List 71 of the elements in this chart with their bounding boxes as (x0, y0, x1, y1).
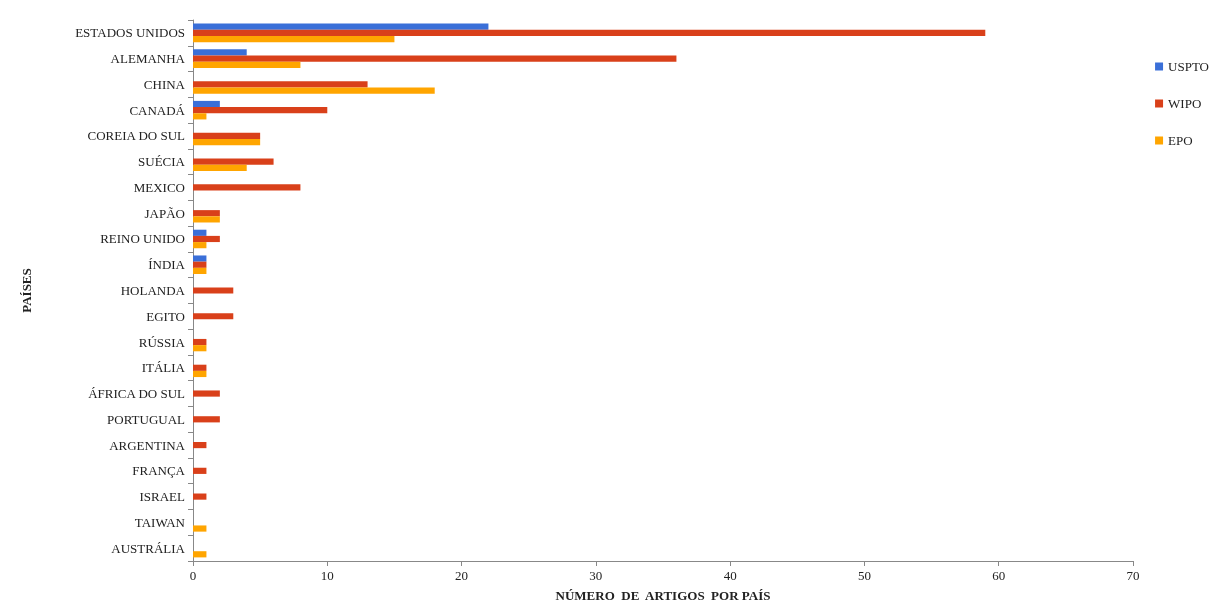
bar (193, 242, 207, 249)
y-tick-label: ALEMANHA (110, 51, 186, 67)
bar (193, 338, 207, 346)
bar (193, 313, 234, 320)
y-tick-label: AUSTRÁLIA (111, 540, 186, 556)
bar (193, 55, 677, 62)
bar (193, 441, 207, 449)
bar (193, 61, 301, 68)
bar (193, 551, 207, 558)
y-tick-label: REINO UNIDO (100, 231, 185, 247)
x-tick-label: 40 (723, 568, 737, 583)
bar (193, 493, 207, 500)
bar (193, 255, 207, 262)
y-tick-label: TAIWAN (134, 514, 186, 530)
bar (193, 139, 261, 146)
bar (193, 158, 274, 165)
bar (193, 132, 261, 140)
y-tick-label: ESTADOS UNIDOS (75, 25, 185, 41)
y-tick-label: MEXICO (133, 179, 185, 195)
y-tick-label: RÚSSIA (138, 334, 186, 350)
bar (193, 235, 220, 243)
x-tick-label: 50 (857, 568, 871, 583)
bar (193, 267, 207, 275)
y-tick-label: JAPÃO (144, 205, 185, 221)
y-tick-label: FRANÇA (132, 463, 186, 479)
x-tick-label: 30 (589, 568, 603, 583)
bar (193, 164, 247, 171)
bar (193, 29, 986, 36)
bar (193, 525, 207, 532)
bar (193, 229, 207, 236)
y-tick-label: HOLANDA (120, 283, 186, 298)
bar (193, 49, 247, 56)
y-tick-label: PORTUGUAL (107, 411, 186, 427)
x-tick-label: 0 (189, 568, 197, 583)
y-tick-label: ÍNDIA (148, 257, 186, 273)
bar (193, 81, 368, 88)
y-axis-title: PAÍSES (19, 268, 34, 313)
x-tick-label: 10 (320, 568, 334, 583)
bar (193, 35, 395, 43)
y-tick-label: ARGENTINA (109, 437, 186, 453)
bar (193, 107, 328, 114)
x-axis-title: NÚMERO DE ARTIGOS POR PAÍS (555, 588, 771, 603)
bar (193, 210, 220, 217)
y-tick-label: EGITO (146, 308, 185, 324)
bar (193, 370, 207, 378)
y-tick-label: ITÁLIA (141, 360, 186, 376)
bar (193, 100, 220, 108)
bar (193, 287, 234, 294)
bar (193, 467, 207, 474)
bar (193, 416, 220, 423)
bar (193, 261, 207, 268)
legend-label: USPTO (1168, 59, 1210, 74)
bar (193, 390, 220, 397)
y-tick-label: CHINA (143, 76, 186, 92)
x-tick-label: 60 (992, 568, 1006, 583)
y-tick-label: CANADÁ (129, 102, 186, 118)
bar (193, 216, 220, 223)
bar (193, 23, 489, 30)
y-tick-label: ISRAEL (139, 489, 186, 505)
bar (193, 184, 301, 191)
y-tick-label: ÁFRICA DO SUL (88, 386, 186, 402)
bar (193, 364, 207, 371)
legend-label: WIPO (1168, 96, 1202, 111)
x-tick-label: 20 (455, 568, 469, 583)
legend-label: EPO (1168, 133, 1193, 148)
x-tick-label: 70 (1126, 568, 1140, 583)
bar (193, 345, 207, 352)
bar (193, 113, 207, 120)
bar (193, 87, 435, 94)
y-tick-label: COREIA DO SUL (87, 128, 186, 144)
y-tick-label: SUÉCIA (138, 154, 186, 170)
